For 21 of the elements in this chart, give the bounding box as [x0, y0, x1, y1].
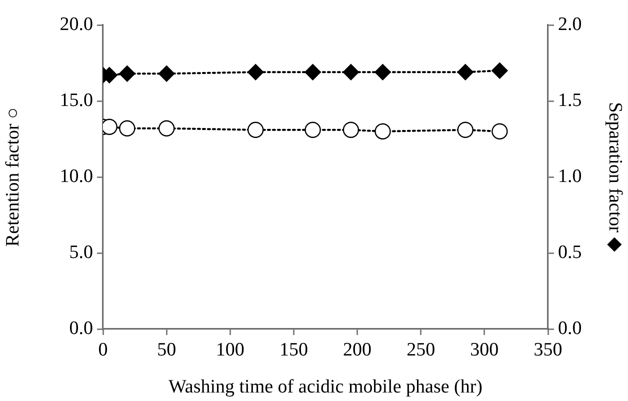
- x-tick-label: 200: [343, 339, 372, 360]
- y-tick-label: 10.0: [60, 166, 93, 187]
- y2-tick-label: 0.5: [558, 242, 582, 263]
- y2-tick-label: 0.0: [558, 318, 582, 339]
- x-tick-label: 350: [534, 339, 562, 360]
- x-tick-label: 250: [406, 339, 436, 360]
- y-tick-label: 5.0: [69, 242, 93, 263]
- x-tick-label: 0: [98, 339, 108, 360]
- x-tick-label: 50: [157, 339, 176, 360]
- x-axis-title: Washing time of acidic mobile phase (hr): [168, 376, 482, 398]
- x-tick-label: 100: [216, 339, 244, 360]
- y-tick-label: 20.0: [60, 14, 93, 35]
- x-tick-label: 300: [470, 339, 499, 360]
- y2-tick-label: 1.0: [558, 166, 582, 187]
- y-tick-label: 0.0: [69, 318, 93, 339]
- y2-axis-title: Separation factor ◆: [604, 102, 626, 252]
- y-tick-label: 15.0: [60, 90, 93, 111]
- y-axis-title: Retention factor ○: [2, 107, 24, 247]
- x-tick-label: 150: [279, 339, 308, 360]
- y2-tick-label: 1.5: [558, 90, 582, 111]
- y2-tick-label: 2.0: [558, 14, 582, 35]
